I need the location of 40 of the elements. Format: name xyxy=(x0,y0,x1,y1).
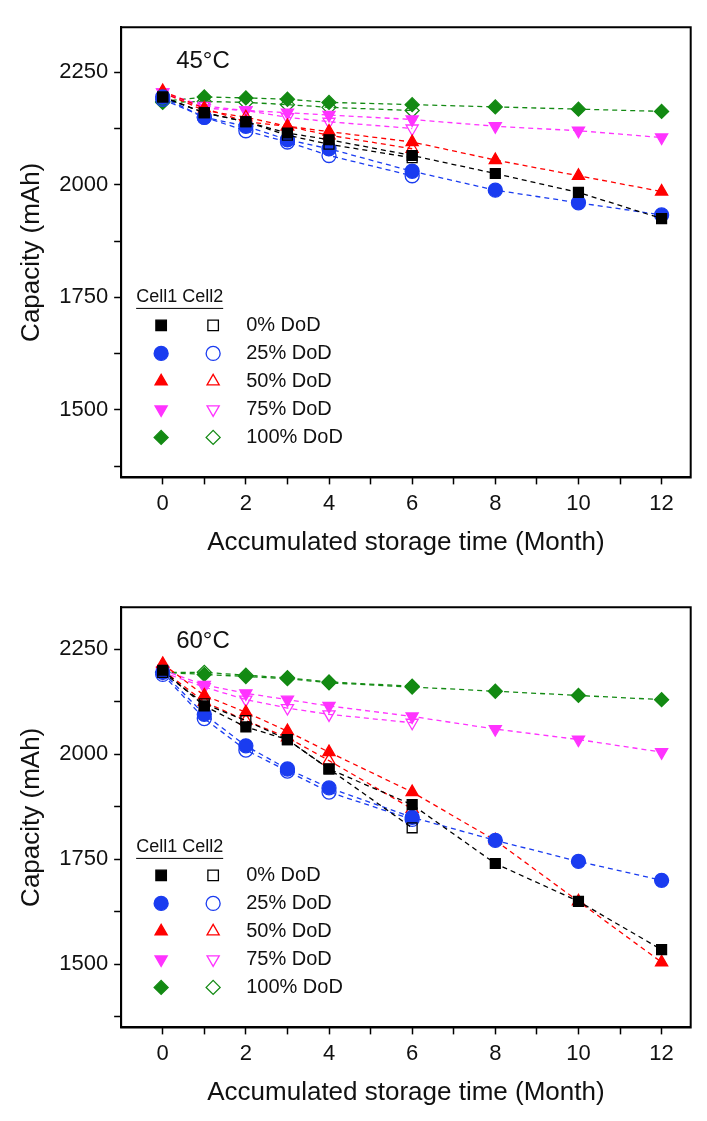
y-axis-title: Capacity (mAh) xyxy=(14,727,45,907)
legend-title: Cell1 Cell2 xyxy=(136,286,224,307)
x-tick-label: 8 xyxy=(489,489,502,515)
legend-label: 75% DoD xyxy=(246,946,332,969)
legend-label: 100% DoD xyxy=(246,974,343,997)
legend-label: 0% DoD xyxy=(246,862,321,885)
x-tick-label: 2 xyxy=(239,1039,252,1065)
y-tick-label: 1750 xyxy=(59,283,109,309)
x-tick-label: 0 xyxy=(156,1039,169,1065)
x-tick-label: 8 xyxy=(489,1039,502,1065)
x-tick-label: 4 xyxy=(322,489,336,515)
x-tick-label: 12 xyxy=(649,1039,674,1065)
x-axis-title: Accumulated storage time (Month) xyxy=(207,1075,605,1106)
x-tick-label: 6 xyxy=(406,489,419,515)
annotation: 45°C xyxy=(176,45,230,73)
legend-label: 25% DoD xyxy=(246,890,332,913)
legend-title: Cell1 Cell2 xyxy=(136,836,224,857)
annotation: 60°C xyxy=(176,625,230,653)
y-tick-label: 2000 xyxy=(59,740,109,766)
legend-label: 100% DoD xyxy=(246,424,343,447)
y-tick-label: 2250 xyxy=(59,635,109,661)
legend-label: 0% DoD xyxy=(246,312,321,335)
x-tick-label: 12 xyxy=(649,489,674,515)
legend-label: 75% DoD xyxy=(246,396,332,419)
legend-label: 50% DoD xyxy=(246,918,332,941)
x-tick-label: 0 xyxy=(156,489,169,515)
y-tick-label: 1500 xyxy=(59,950,109,976)
y-tick-label: 2250 xyxy=(59,58,109,84)
legend-label: 50% DoD xyxy=(246,368,332,391)
x-tick-label: 10 xyxy=(566,1039,591,1065)
y-tick-label: 1750 xyxy=(59,845,109,871)
x-tick-label: 4 xyxy=(322,1039,336,1065)
x-axis-title: Accumulated storage time (Month) xyxy=(207,525,605,556)
y-axis-title: Capacity (mAh) xyxy=(14,162,45,342)
x-tick-label: 6 xyxy=(406,1039,419,1065)
x-tick-label: 10 xyxy=(566,489,591,515)
y-tick-label: 1500 xyxy=(59,395,109,421)
y-tick-label: 2000 xyxy=(59,170,109,196)
x-tick-label: 2 xyxy=(239,489,252,515)
legend-label: 25% DoD xyxy=(246,340,332,363)
